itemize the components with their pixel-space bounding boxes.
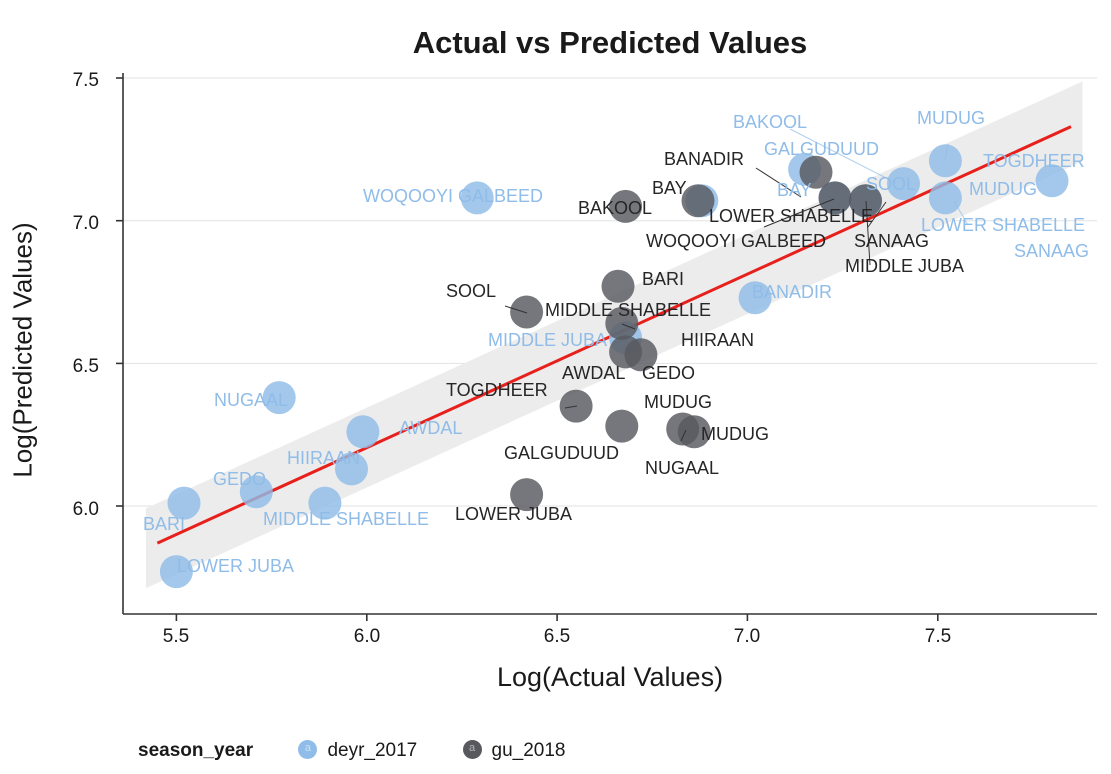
svg-text:BANADIR: BANADIR <box>664 149 744 169</box>
svg-text:LOWER JUBA: LOWER JUBA <box>455 504 572 524</box>
svg-text:BAKOOL: BAKOOL <box>733 112 807 132</box>
svg-text:BARI: BARI <box>642 269 684 289</box>
svg-text:HIIRAAN: HIIRAAN <box>681 330 754 350</box>
svg-text:MUDUG: MUDUG <box>969 179 1037 199</box>
svg-text:GALGUDUUD: GALGUDUUD <box>504 443 619 463</box>
svg-text:TOGDHEER: TOGDHEER <box>446 380 548 400</box>
svg-text:LOWER SHABELLE: LOWER SHABELLE <box>921 215 1085 235</box>
svg-text:MUDUG: MUDUG <box>917 108 985 128</box>
svg-text:WOQOOYI GALBEED: WOQOOYI GALBEED <box>646 231 826 251</box>
svg-text:MUDUG: MUDUG <box>644 392 712 412</box>
svg-text:BAY: BAY <box>652 178 687 198</box>
svg-text:LOWER JUBA: LOWER JUBA <box>177 556 294 576</box>
svg-text:MUDUG: MUDUG <box>701 424 769 444</box>
svg-text:SOOL: SOOL <box>866 174 916 194</box>
svg-text:GEDO: GEDO <box>642 363 695 383</box>
svg-text:WOQOOYI GALBEED: WOQOOYI GALBEED <box>363 186 543 206</box>
svg-text:TOGDHEER: TOGDHEER <box>983 151 1085 171</box>
svg-text:MIDDLE JUBA: MIDDLE JUBA <box>488 330 607 350</box>
svg-text:MIDDLE SHABELLE: MIDDLE SHABELLE <box>545 300 711 320</box>
svg-text:BANADIR: BANADIR <box>752 282 832 302</box>
svg-text:BARI: BARI <box>143 514 185 534</box>
svg-text:SANAAG: SANAAG <box>854 231 929 251</box>
svg-text:AWDAL: AWDAL <box>399 418 462 438</box>
svg-text:NUGAAL: NUGAAL <box>214 390 288 410</box>
svg-text:GEDO: GEDO <box>213 469 266 489</box>
svg-text:NUGAAL: NUGAAL <box>645 458 719 478</box>
svg-text:SOOL: SOOL <box>446 281 496 301</box>
svg-text:BAKOOL: BAKOOL <box>578 198 652 218</box>
svg-text:BAY: BAY <box>777 180 812 200</box>
svg-text:GALGUDUUD: GALGUDUUD <box>764 139 879 159</box>
svg-text:AWDAL: AWDAL <box>562 363 625 383</box>
svg-text:HIIRAAN: HIIRAAN <box>287 448 360 468</box>
svg-text:SANAAG: SANAAG <box>1014 241 1089 261</box>
svg-text:LOWER SHABELLE: LOWER SHABELLE <box>709 206 873 226</box>
svg-text:MIDDLE SHABELLE: MIDDLE SHABELLE <box>263 509 429 529</box>
svg-text:MIDDLE JUBA: MIDDLE JUBA <box>845 256 964 276</box>
